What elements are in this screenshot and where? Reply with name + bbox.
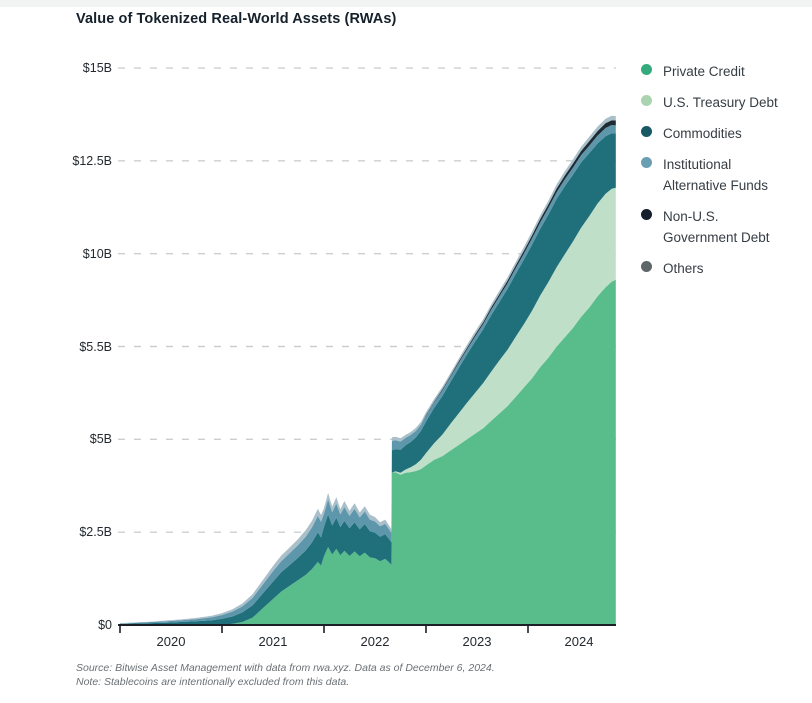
area-private-credit [120, 279, 616, 625]
legend-label: Institutional Alternative Funds [663, 157, 769, 193]
legend-label: Others [663, 261, 704, 276]
y-tick-label: $5B [89, 432, 112, 447]
legend-item-commodities: Commodities [641, 123, 809, 144]
legend-label: Private Credit [663, 64, 745, 79]
legend-item-private-credit: Private Credit [641, 61, 809, 82]
chart-legend: Private Credit U.S. Treasury Debt Commodit… [641, 61, 809, 279]
area-institutional-alternative-funds [120, 125, 616, 624]
legend-item-others: Others [641, 258, 809, 279]
x-tick-label: 2020 [156, 634, 186, 649]
legend-dot-icon [641, 157, 652, 168]
y-tick-label: $12.5B [72, 153, 112, 168]
legend-item-u-s-treasury-debt: U.S. Treasury Debt [641, 92, 809, 113]
y-tick-label: $5.5B [79, 339, 112, 354]
legend-label: Non-U.S. Government Debt [663, 209, 770, 245]
x-tick-label: 2021 [258, 634, 288, 649]
legend-dot-icon [641, 126, 652, 137]
y-tick-label: $2.5B [79, 525, 112, 540]
legend-dot-icon [641, 261, 652, 272]
y-tick-label: $15B [82, 61, 112, 76]
note-line: Note: Stablecoins are intentionally excl… [76, 675, 350, 688]
legend-label: U.S. Treasury Debt [663, 95, 778, 110]
legend-dot-icon [641, 209, 652, 220]
x-tick-label: 2022 [360, 634, 390, 649]
x-tick-label: 2023 [462, 634, 492, 649]
source-line: Source: Bitwise Asset Management with da… [76, 662, 495, 674]
stacked-area-chart [118, 67, 616, 633]
legend-dot-icon [641, 64, 652, 75]
legend-item-institutional: Institutional Alternative Funds [641, 154, 809, 196]
page-top-strip [0, 0, 812, 7]
source-note: Source: Bitwise Asset Management with da… [76, 662, 495, 689]
y-tick-label: $0 [98, 618, 112, 632]
legend-dot-icon [641, 95, 652, 106]
legend-item-non-u-s-: Non-U.S. Government Debt [641, 206, 809, 248]
y-tick-label: $10B [82, 246, 112, 261]
legend-label: Commodities [663, 126, 742, 141]
x-tick-label: 2024 [564, 634, 594, 649]
chart-title: Value of Tokenized Real-World Assets (RW… [76, 11, 397, 27]
